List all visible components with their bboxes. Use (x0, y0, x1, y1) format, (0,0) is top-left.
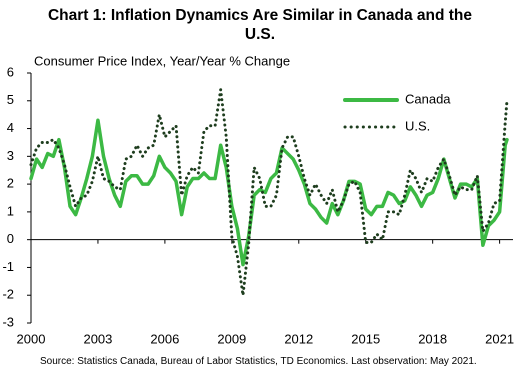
y-tick-label: 1 (7, 203, 14, 218)
legend-label: U.S. (405, 118, 430, 133)
x-tick-label: 2006 (150, 331, 179, 346)
x-tick-label: 2018 (418, 331, 447, 346)
x-tick-label: 2003 (83, 331, 112, 346)
series-line (29, 118, 509, 267)
source-note: Source: Statistics Canada, Bureau of Lab… (40, 356, 477, 367)
y-tick-label: 3 (7, 148, 14, 163)
y-tick-label: -3 (2, 314, 14, 329)
y-tick-label: 5 (7, 92, 14, 107)
y-tick-label: -2 (2, 287, 14, 302)
x-tick-label: 2012 (284, 331, 313, 346)
chart-title: Chart 1: Inflation Dynamics Are Similar … (47, 7, 473, 43)
x-tick-label: 2015 (351, 331, 380, 346)
legend-label: Canada (405, 91, 451, 106)
x-tick-label: 2000 (17, 331, 46, 346)
y-axis-label: Consumer Price Index, Year/Year % Change (34, 53, 290, 68)
y-tick-label: 0 (7, 231, 14, 246)
x-tick-label: 2009 (217, 331, 246, 346)
y-tick-label: 6 (7, 64, 14, 79)
y-tick-label: -1 (2, 259, 14, 274)
x-tick-label: 2021 (485, 331, 514, 346)
series-line (29, 88, 509, 297)
y-tick-label: 4 (7, 120, 14, 135)
y-tick-label: 2 (7, 176, 14, 191)
